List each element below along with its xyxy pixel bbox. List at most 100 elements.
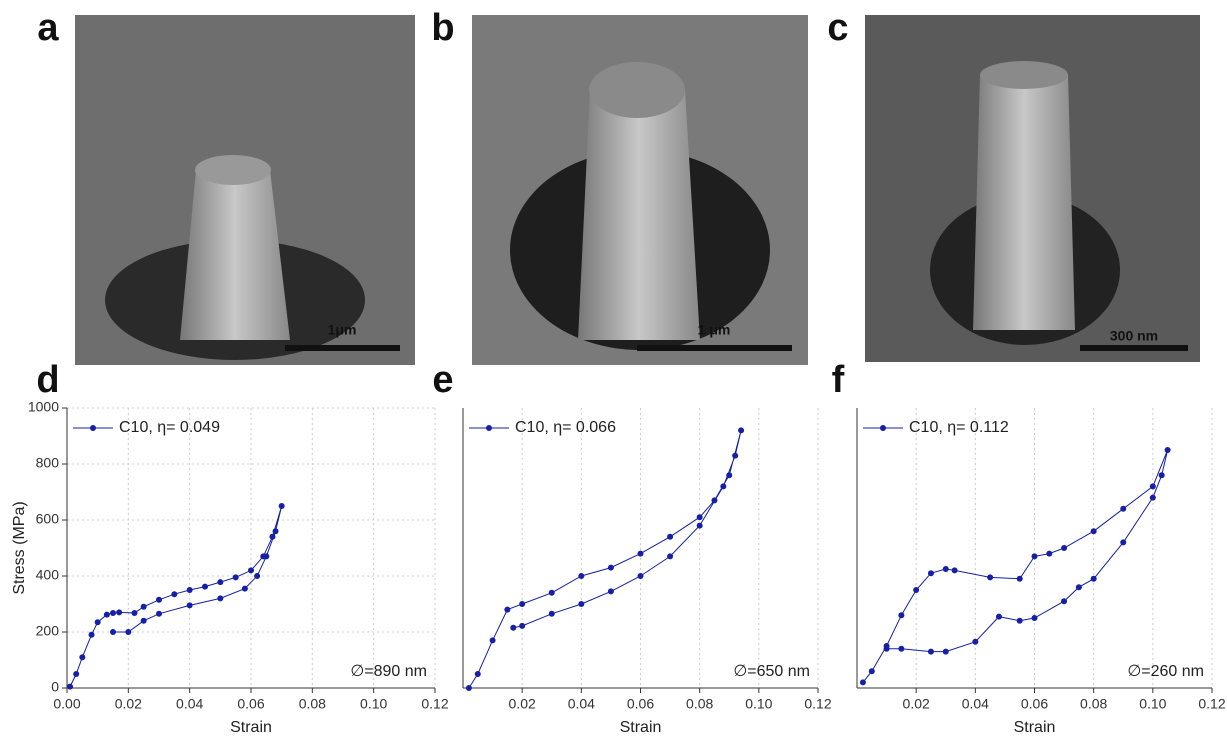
data-point [1031,615,1038,621]
panel-letter: c [827,7,848,49]
data-point [248,567,254,574]
data-point [548,589,555,596]
data-point [667,553,674,560]
data-point [972,638,979,645]
data-point [1016,617,1023,624]
data-point [898,612,905,619]
data-point [732,452,739,459]
data-point [79,654,86,661]
data-point [607,588,614,595]
x-tick-label: 0.04 [176,696,203,712]
data-point [1120,505,1127,512]
data-point [607,564,614,571]
panel-letter: f [832,359,845,401]
data-point [140,603,147,610]
data-point [110,629,116,635]
data-point [898,645,905,652]
data-point [116,609,123,616]
data-point [254,573,261,579]
legend-label: C10, η= 0.066 [515,419,616,436]
data-point [202,583,208,590]
data-point [548,610,555,617]
x-tick-label: 0.06 [237,696,264,712]
data-point [489,637,496,644]
data-point [474,671,481,677]
x-tick-label: 0.02 [509,696,536,712]
x-tick-label: 0.08 [1080,696,1107,712]
data-point [1120,539,1127,546]
sem-image-a [75,15,415,365]
data-point [738,427,745,434]
data-point [110,609,116,616]
data-point [1149,483,1156,490]
panel-letter: a [37,7,59,49]
x-tick-label: 0.06 [1021,696,1048,712]
x-tick-label: 0.12 [421,696,448,712]
data-point [1158,472,1165,479]
x-tick-label: 0.12 [1198,696,1225,712]
x-axis-label: Strain [230,719,272,736]
data-point [578,601,585,607]
data-point [868,668,875,675]
data-point [519,622,526,629]
x-tick-label: 0.08 [686,696,713,712]
data-point [1149,494,1156,501]
data-point [272,528,279,535]
y-tick-label: 0 [51,679,59,695]
data-point [1075,584,1082,591]
data-point [156,610,162,617]
data-point [263,553,270,560]
data-point [73,671,80,677]
y-tick-label: 800 [36,455,60,471]
data-point [637,550,644,557]
legend-marker [486,425,492,431]
data-point [1061,545,1068,551]
sem-image-c [865,15,1200,362]
data-point [1090,528,1097,535]
data-point [883,645,890,652]
x-axis-label: Strain [1014,719,1056,736]
data-point [1031,553,1038,560]
data-point [667,533,674,540]
data-point [726,472,733,479]
x-tick-label: 0.04 [962,696,989,712]
data-point [171,591,178,598]
data-point [140,617,147,624]
data-point [217,579,224,586]
data-point [186,602,193,609]
data-point [711,497,718,504]
x-tick-label: 0.04 [568,696,595,712]
x-tick-label: 0.08 [299,696,326,712]
scale-bar-label: 300 nm [1110,328,1158,344]
panel-letter: e [432,359,453,401]
x-tick-label: 0.10 [745,696,772,712]
legend-marker [880,425,886,431]
data-point [241,585,248,592]
data-point [942,648,949,655]
annotation: ∅=260 nm [1127,663,1204,680]
legend-marker [90,425,96,431]
data-point [67,683,74,690]
y-tick-label: 1000 [28,399,59,415]
data-point [88,631,95,638]
data-point [1090,575,1097,582]
data-point [637,573,644,579]
data-point [510,624,517,631]
y-axis-label: Stress (MPa) [11,501,28,594]
data-point [1016,575,1023,582]
data-point [696,514,703,521]
x-tick-label: 0.02 [115,696,142,712]
x-tick-label: 0.12 [804,696,831,712]
x-tick-label: 0.10 [1139,696,1166,712]
annotation: ∅=650 nm [733,663,810,680]
data-point [94,619,101,626]
panel-letter: d [36,359,59,401]
data-point [859,679,866,686]
data-point [720,483,727,490]
legend-label: C10, η= 0.049 [119,419,220,436]
data-point [927,648,934,655]
sem-image-b [472,15,808,365]
data-point [504,606,511,613]
data-point [942,566,949,572]
